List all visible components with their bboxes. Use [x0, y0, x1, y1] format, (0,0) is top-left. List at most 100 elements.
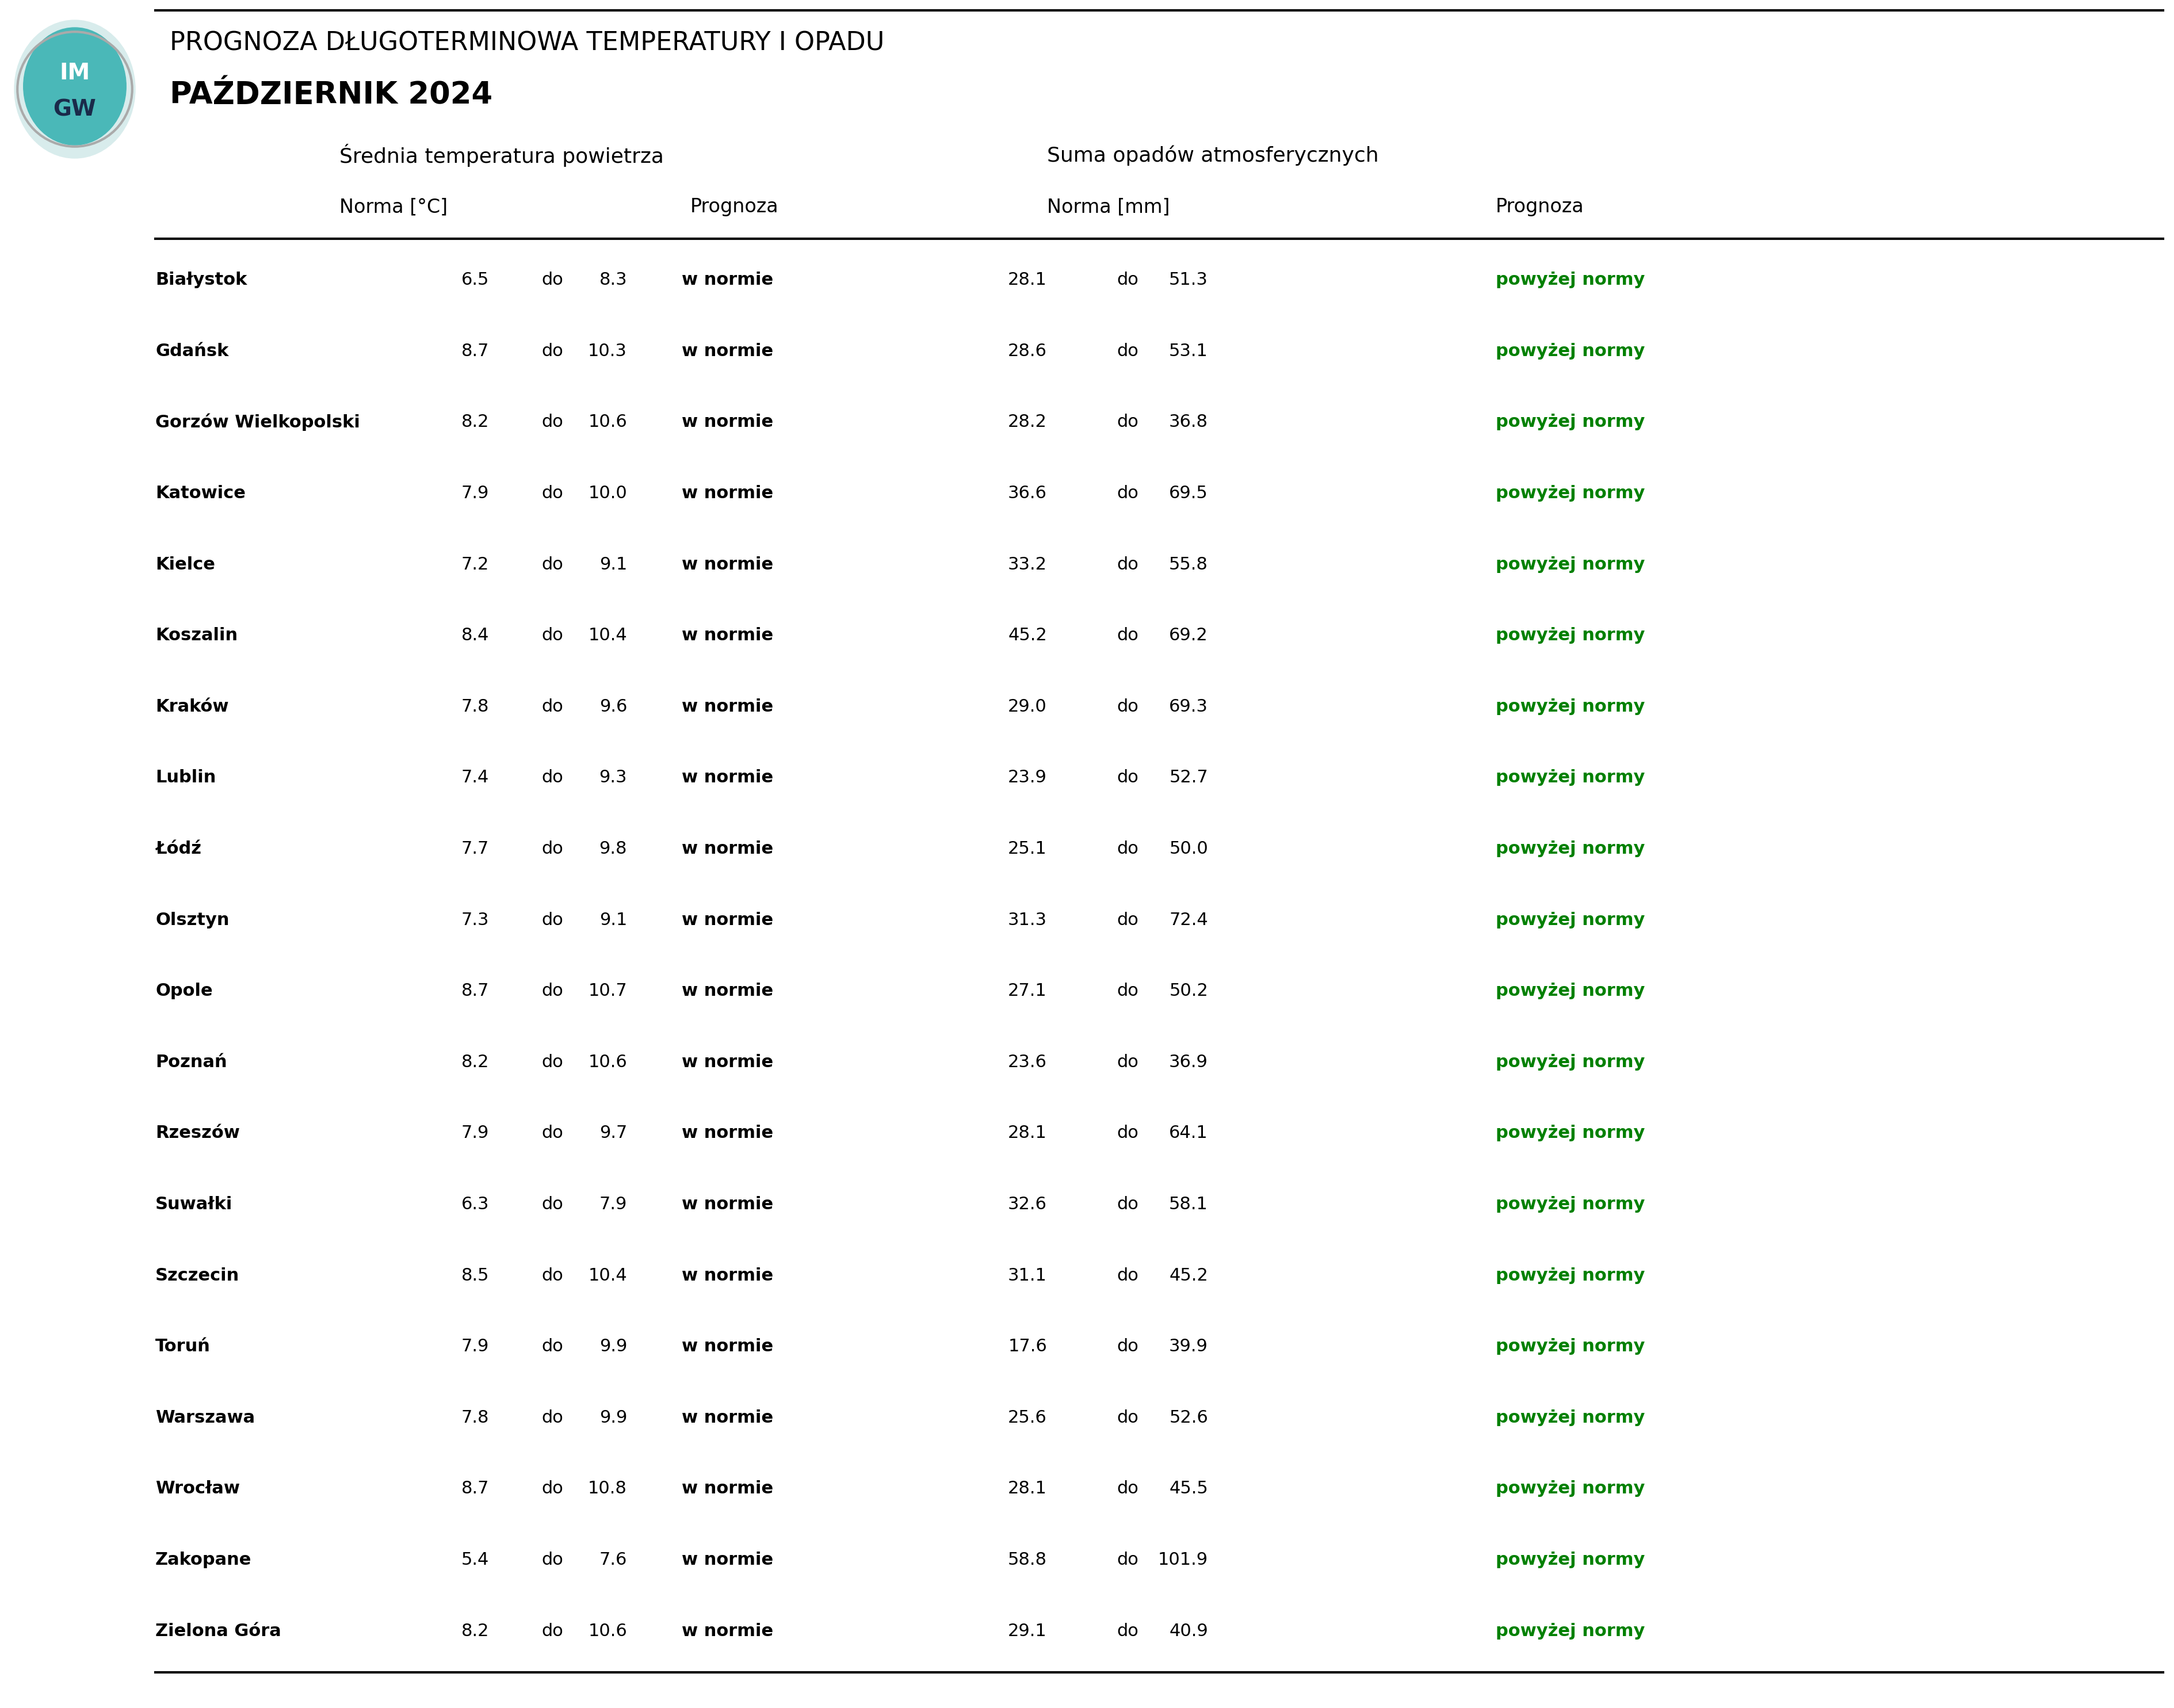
Text: 45.2: 45.2 [1170, 1267, 1209, 1284]
Text: powyżej normy: powyżej normy [1496, 485, 1644, 502]
Text: 6.3: 6.3 [461, 1196, 489, 1213]
Text: 28.1: 28.1 [1009, 272, 1046, 289]
Text: powyżej normy: powyżej normy [1496, 1267, 1644, 1284]
Text: 31.1: 31.1 [1009, 1267, 1046, 1284]
Text: 36.8: 36.8 [1170, 413, 1209, 430]
Text: Suwałki: Suwałki [154, 1196, 233, 1213]
Text: 7.6: 7.6 [600, 1551, 626, 1568]
Text: 10.6: 10.6 [587, 1623, 626, 1640]
Text: 8.2: 8.2 [461, 1054, 489, 1071]
Text: do: do [541, 840, 563, 857]
Text: 8.2: 8.2 [461, 1623, 489, 1640]
Text: do: do [1117, 272, 1139, 289]
Text: w normie: w normie [680, 912, 774, 929]
Text: do: do [1117, 1267, 1139, 1284]
Text: w normie: w normie [680, 413, 774, 430]
Text: w normie: w normie [680, 557, 774, 572]
Text: PAŹDZIERNIK 2024: PAŹDZIERNIK 2024 [170, 80, 491, 109]
Text: 8.4: 8.4 [461, 627, 489, 644]
Text: 7.9: 7.9 [600, 1196, 626, 1213]
Text: do: do [541, 1409, 563, 1426]
Text: w normie: w normie [680, 840, 774, 857]
Text: Lublin: Lublin [154, 769, 215, 786]
Text: 58.1: 58.1 [1170, 1196, 1209, 1213]
Text: do: do [541, 1339, 563, 1354]
Text: 25.6: 25.6 [1009, 1409, 1046, 1426]
Text: do: do [1117, 557, 1139, 572]
Text: do: do [1117, 1196, 1139, 1213]
Text: 7.3: 7.3 [461, 912, 489, 929]
Text: do: do [1117, 1054, 1139, 1071]
Text: 17.6: 17.6 [1009, 1339, 1046, 1354]
Text: w normie: w normie [680, 1623, 774, 1640]
Text: 23.9: 23.9 [1009, 769, 1046, 786]
Text: do: do [541, 1054, 563, 1071]
Text: 50.0: 50.0 [1170, 840, 1209, 857]
Text: 32.6: 32.6 [1009, 1196, 1046, 1213]
Text: w normie: w normie [680, 1196, 774, 1213]
Text: Zakopane: Zakopane [154, 1551, 252, 1568]
Text: w normie: w normie [680, 485, 774, 502]
Text: 36.6: 36.6 [1009, 485, 1046, 502]
Text: powyżej normy: powyżej normy [1496, 1054, 1644, 1071]
Text: 7.4: 7.4 [461, 769, 489, 786]
Text: Łódź: Łódź [154, 840, 202, 857]
Text: do: do [1117, 413, 1139, 430]
Text: powyżej normy: powyżej normy [1496, 1196, 1644, 1213]
Text: 58.8: 58.8 [1007, 1551, 1046, 1568]
Text: powyżej normy: powyżej normy [1496, 627, 1644, 644]
Text: Rzeszów: Rzeszów [154, 1126, 239, 1141]
Text: Norma [°C]: Norma [°C] [339, 198, 448, 217]
Text: 25.1: 25.1 [1009, 840, 1046, 857]
Text: powyżej normy: powyżej normy [1496, 1481, 1644, 1498]
Text: Wrocław: Wrocław [154, 1481, 239, 1498]
Text: 8.7: 8.7 [461, 982, 489, 999]
Text: do: do [1117, 485, 1139, 502]
Text: w normie: w normie [680, 1339, 774, 1354]
Ellipse shape [15, 20, 135, 159]
Text: Prognoza: Prognoza [1496, 198, 1583, 217]
Text: 53.1: 53.1 [1170, 343, 1209, 359]
Text: 9.3: 9.3 [600, 769, 626, 786]
Text: Warszawa: Warszawa [154, 1409, 254, 1426]
Text: 28.6: 28.6 [1009, 343, 1046, 359]
Text: 8.2: 8.2 [461, 413, 489, 430]
Text: powyżej normy: powyżej normy [1496, 912, 1644, 929]
Text: do: do [541, 272, 563, 289]
Text: 9.1: 9.1 [600, 557, 626, 572]
Text: do: do [1117, 627, 1139, 644]
Text: w normie: w normie [680, 343, 774, 359]
Text: powyżej normy: powyżej normy [1496, 699, 1644, 716]
Text: do: do [541, 1481, 563, 1498]
Text: 7.9: 7.9 [461, 485, 489, 502]
Text: powyżej normy: powyżej normy [1496, 769, 1644, 786]
Text: powyżej normy: powyżej normy [1496, 1409, 1644, 1426]
Text: 64.1: 64.1 [1170, 1126, 1209, 1141]
Text: w normie: w normie [680, 1054, 774, 1071]
Text: do: do [1117, 1551, 1139, 1568]
Text: do: do [1117, 1126, 1139, 1141]
Text: do: do [541, 912, 563, 929]
Text: do: do [1117, 1409, 1139, 1426]
Text: Poznań: Poznań [154, 1054, 226, 1071]
Text: 7.8: 7.8 [461, 1409, 489, 1426]
Text: 10.6: 10.6 [587, 1054, 626, 1071]
Text: Opole: Opole [154, 982, 213, 999]
Text: w normie: w normie [680, 769, 774, 786]
Text: 7.8: 7.8 [461, 699, 489, 716]
Text: powyżej normy: powyżej normy [1496, 1551, 1644, 1568]
Text: powyżej normy: powyżej normy [1496, 343, 1644, 359]
Text: do: do [1117, 343, 1139, 359]
Text: 36.9: 36.9 [1170, 1054, 1209, 1071]
Text: 31.3: 31.3 [1007, 912, 1046, 929]
Text: 52.7: 52.7 [1170, 769, 1209, 786]
Text: 9.9: 9.9 [600, 1409, 626, 1426]
Text: 23.6: 23.6 [1009, 1054, 1046, 1071]
Text: 8.5: 8.5 [461, 1267, 489, 1284]
Text: do: do [1117, 699, 1139, 716]
Text: do: do [541, 485, 563, 502]
Text: do: do [1117, 840, 1139, 857]
Text: 10.8: 10.8 [587, 1481, 626, 1498]
Text: 45.2: 45.2 [1009, 627, 1046, 644]
Text: powyżej normy: powyżej normy [1496, 1126, 1644, 1141]
